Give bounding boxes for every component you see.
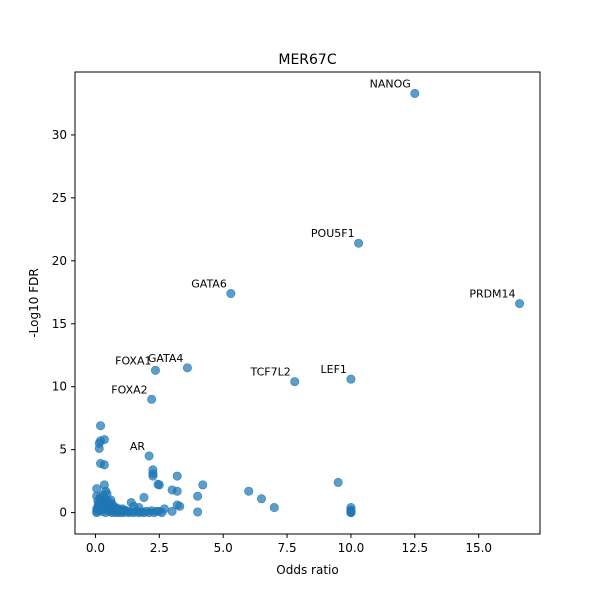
data-point — [144, 451, 154, 461]
data-point — [410, 88, 420, 98]
x-tick-label: 0.0 — [86, 541, 105, 555]
x-axis-label: Odds ratio — [276, 563, 338, 577]
x-tick-label: 12.5 — [401, 541, 428, 555]
y-tick-label: 10 — [52, 380, 67, 394]
x-axis-ticks: 0.0 2.5 5.0 7.5 10.0 12.5 15.0 — [86, 534, 492, 555]
x-tick-label: 10.0 — [338, 541, 365, 555]
y-tick-label: 30 — [52, 128, 67, 142]
data-point — [226, 289, 236, 299]
plot-frame — [74, 71, 541, 535]
data-point — [172, 486, 182, 496]
point-annotation: PRDM14 — [469, 288, 515, 301]
data-point — [346, 508, 356, 518]
data-point — [139, 492, 149, 502]
y-tick-label: 25 — [52, 191, 67, 205]
data-point — [354, 238, 364, 248]
point-annotation: TCF7L2 — [250, 366, 291, 379]
point-annotation: LEF1 — [321, 363, 347, 376]
data-point — [257, 494, 267, 504]
point-annotation: FOXA1 — [115, 354, 151, 367]
data-point — [99, 435, 109, 445]
point-annotation: GATA6 — [191, 278, 227, 291]
x-tick-label: 7.5 — [278, 541, 297, 555]
data-point — [182, 363, 192, 373]
data-point — [172, 471, 182, 481]
x-tick-label: 15.0 — [465, 541, 492, 555]
y-tick-label: 15 — [52, 317, 67, 331]
x-tick-label: 2.5 — [150, 541, 169, 555]
data-point — [96, 421, 106, 431]
data-point — [346, 374, 356, 384]
x-tick-label: 5.0 — [214, 541, 233, 555]
point-annotation: AR — [130, 440, 146, 453]
y-tick-label: 20 — [52, 254, 67, 268]
data-point — [147, 394, 157, 404]
point-annotation: POU5F1 — [311, 227, 355, 240]
data-point — [95, 492, 105, 502]
y-tick-label: 0 — [59, 506, 67, 520]
point-annotation: NANOG — [370, 77, 411, 90]
data-point — [193, 491, 203, 501]
data-point — [94, 443, 104, 453]
data-point — [153, 479, 163, 489]
data-point — [167, 506, 177, 516]
data-point — [122, 506, 132, 516]
data-point — [99, 460, 109, 470]
data-point — [269, 503, 279, 513]
data-point — [333, 477, 343, 487]
data-point — [92, 484, 102, 494]
data-point — [108, 504, 118, 514]
data-point — [150, 365, 160, 375]
y-tick-label: 5 — [59, 443, 67, 457]
data-point — [193, 507, 203, 517]
data-point — [515, 299, 525, 309]
data-point — [148, 471, 158, 481]
data-point — [175, 501, 185, 511]
chart-title: MER67C — [278, 52, 336, 68]
data-point — [244, 486, 254, 496]
data-point — [290, 377, 300, 387]
data-point — [198, 480, 208, 490]
point-annotation: GATA4 — [148, 352, 184, 365]
y-axis-ticks: 0 5 10 15 20 25 30 — [52, 128, 75, 520]
points-layer — [92, 88, 525, 518]
data-point — [157, 508, 167, 518]
y-axis-label: -Log10 FDR — [27, 268, 41, 337]
point-annotation: FOXA2 — [111, 383, 147, 396]
